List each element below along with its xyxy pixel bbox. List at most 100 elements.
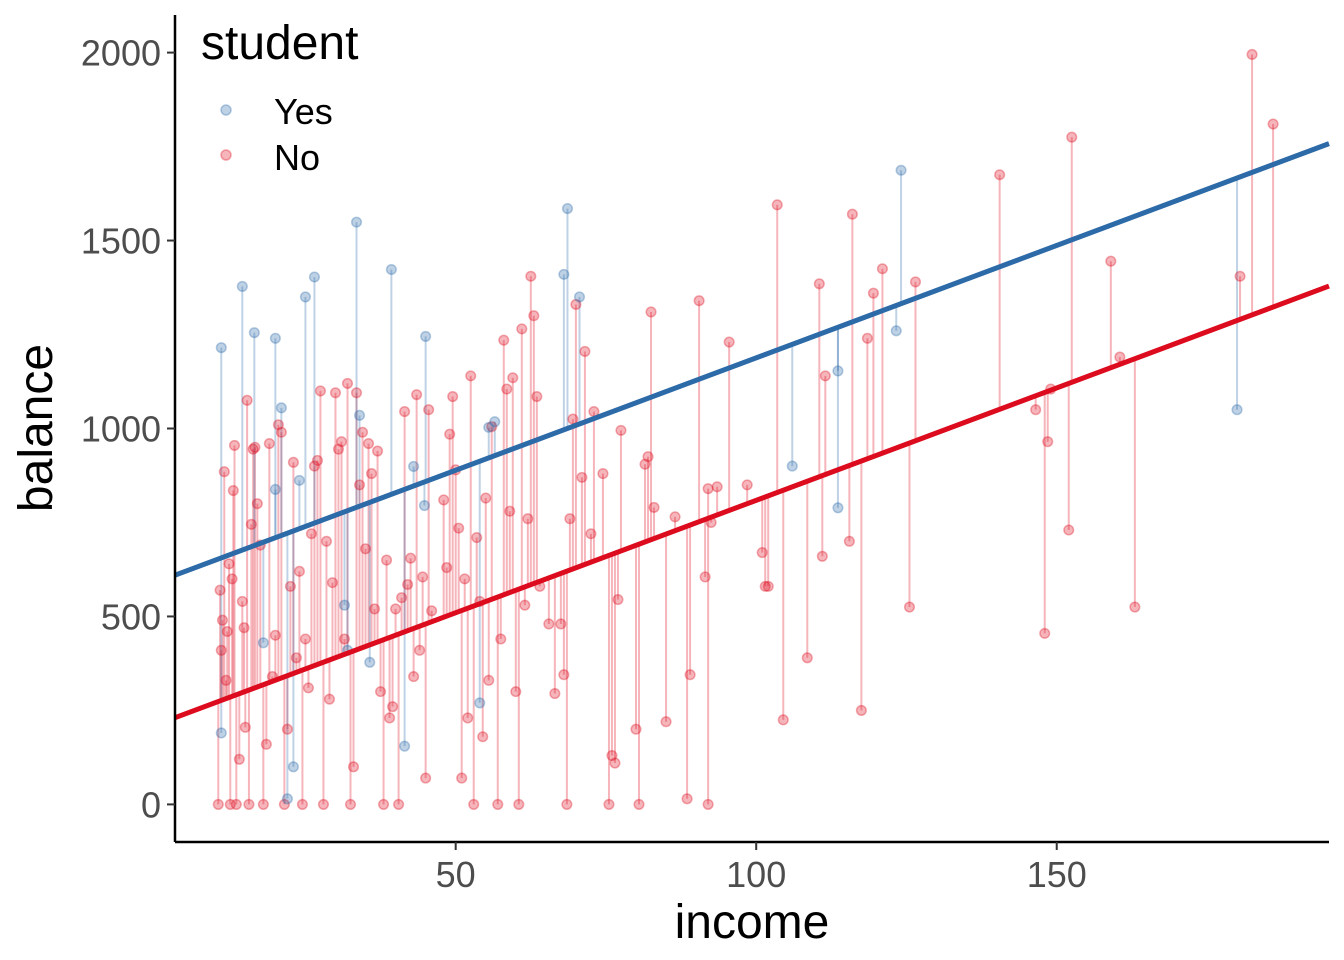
point-no	[486, 421, 498, 433]
point-no	[332, 443, 345, 455]
point-no	[281, 723, 293, 735]
point-no	[492, 798, 504, 810]
point-no	[468, 798, 480, 810]
point-yes	[338, 599, 351, 611]
point-no	[861, 332, 873, 344]
point-no	[257, 798, 269, 810]
point-no	[359, 543, 372, 555]
fit-line-no	[174, 283, 1330, 721]
point-yes	[408, 460, 420, 473]
y-tick-label: 2000	[81, 33, 161, 74]
point-no	[528, 310, 540, 322]
point-no	[699, 571, 711, 583]
point-no	[681, 793, 693, 805]
point-no	[606, 749, 618, 762]
point-no	[501, 383, 513, 395]
point-no	[426, 605, 438, 617]
point-no	[247, 443, 259, 455]
point-no	[843, 535, 855, 547]
point-no	[576, 471, 588, 483]
x-tick-label: 100	[726, 854, 786, 895]
point-no	[278, 798, 290, 810]
point-yes	[281, 793, 293, 805]
point-no	[375, 686, 387, 698]
legend: student Yes No	[201, 17, 358, 178]
point-no	[220, 674, 232, 686]
point-no	[263, 437, 275, 450]
point-yes	[895, 164, 907, 176]
x-tick-label: 50	[436, 854, 476, 895]
point-no	[293, 565, 305, 577]
point-no	[227, 484, 239, 497]
point-no	[459, 573, 471, 585]
point-no	[642, 451, 654, 463]
point-no	[645, 306, 657, 318]
point-no	[555, 618, 567, 630]
point-no	[495, 633, 507, 645]
legend-key-yes	[220, 104, 232, 116]
point-no	[1039, 627, 1051, 639]
point-no	[329, 387, 342, 399]
x-axis-title: income	[675, 896, 830, 949]
point-no	[372, 445, 384, 457]
point-no	[723, 336, 735, 348]
point-no	[756, 547, 768, 559]
point-yes	[399, 740, 411, 752]
point-no	[290, 652, 302, 664]
point-no	[549, 687, 561, 700]
point-no	[855, 704, 867, 716]
point-no	[441, 562, 453, 574]
point-no	[243, 798, 255, 810]
point-no	[609, 757, 621, 769]
point-no	[236, 595, 248, 607]
point-no	[393, 798, 405, 810]
point-no	[1063, 524, 1075, 536]
point-no	[444, 428, 456, 440]
point-no	[215, 644, 227, 656]
point-no	[1030, 404, 1042, 416]
point-no	[238, 622, 250, 634]
point-yes	[215, 727, 227, 739]
point-no	[260, 738, 272, 750]
point-no	[275, 426, 287, 438]
point-no	[214, 584, 226, 596]
x-tick-label: 150	[1027, 854, 1087, 895]
point-yes	[418, 500, 430, 512]
point-no	[630, 723, 642, 735]
point-no	[411, 389, 423, 401]
point-no	[462, 712, 474, 724]
point-yes	[561, 203, 574, 215]
point-yes	[364, 656, 376, 668]
point-no	[384, 712, 396, 724]
point-no	[612, 593, 624, 606]
data-points	[212, 48, 1279, 810]
point-no	[867, 287, 879, 299]
point-no	[693, 295, 705, 307]
point-no	[249, 441, 261, 453]
point-no	[531, 390, 543, 403]
point-no	[338, 633, 351, 645]
y-tick-label: 0	[141, 784, 161, 825]
point-no	[648, 501, 660, 513]
point-no	[480, 492, 492, 504]
point-no	[317, 798, 330, 810]
point-yes	[385, 263, 397, 276]
point-no	[326, 577, 339, 589]
point-no	[323, 693, 336, 705]
point-no	[1129, 601, 1141, 613]
point-yes	[786, 460, 798, 472]
y-tick-label: 1500	[81, 221, 161, 262]
point-yes	[483, 421, 495, 433]
point-yes	[350, 216, 363, 228]
point-no	[378, 798, 390, 810]
point-no	[816, 550, 828, 562]
point-no	[471, 531, 483, 544]
point-no	[224, 798, 236, 810]
point-no	[570, 298, 582, 311]
point-no	[405, 552, 417, 564]
point-no	[456, 772, 468, 784]
point-no	[212, 798, 224, 810]
point-no	[519, 599, 531, 611]
point-yes	[832, 365, 844, 377]
point-yes	[269, 332, 281, 344]
